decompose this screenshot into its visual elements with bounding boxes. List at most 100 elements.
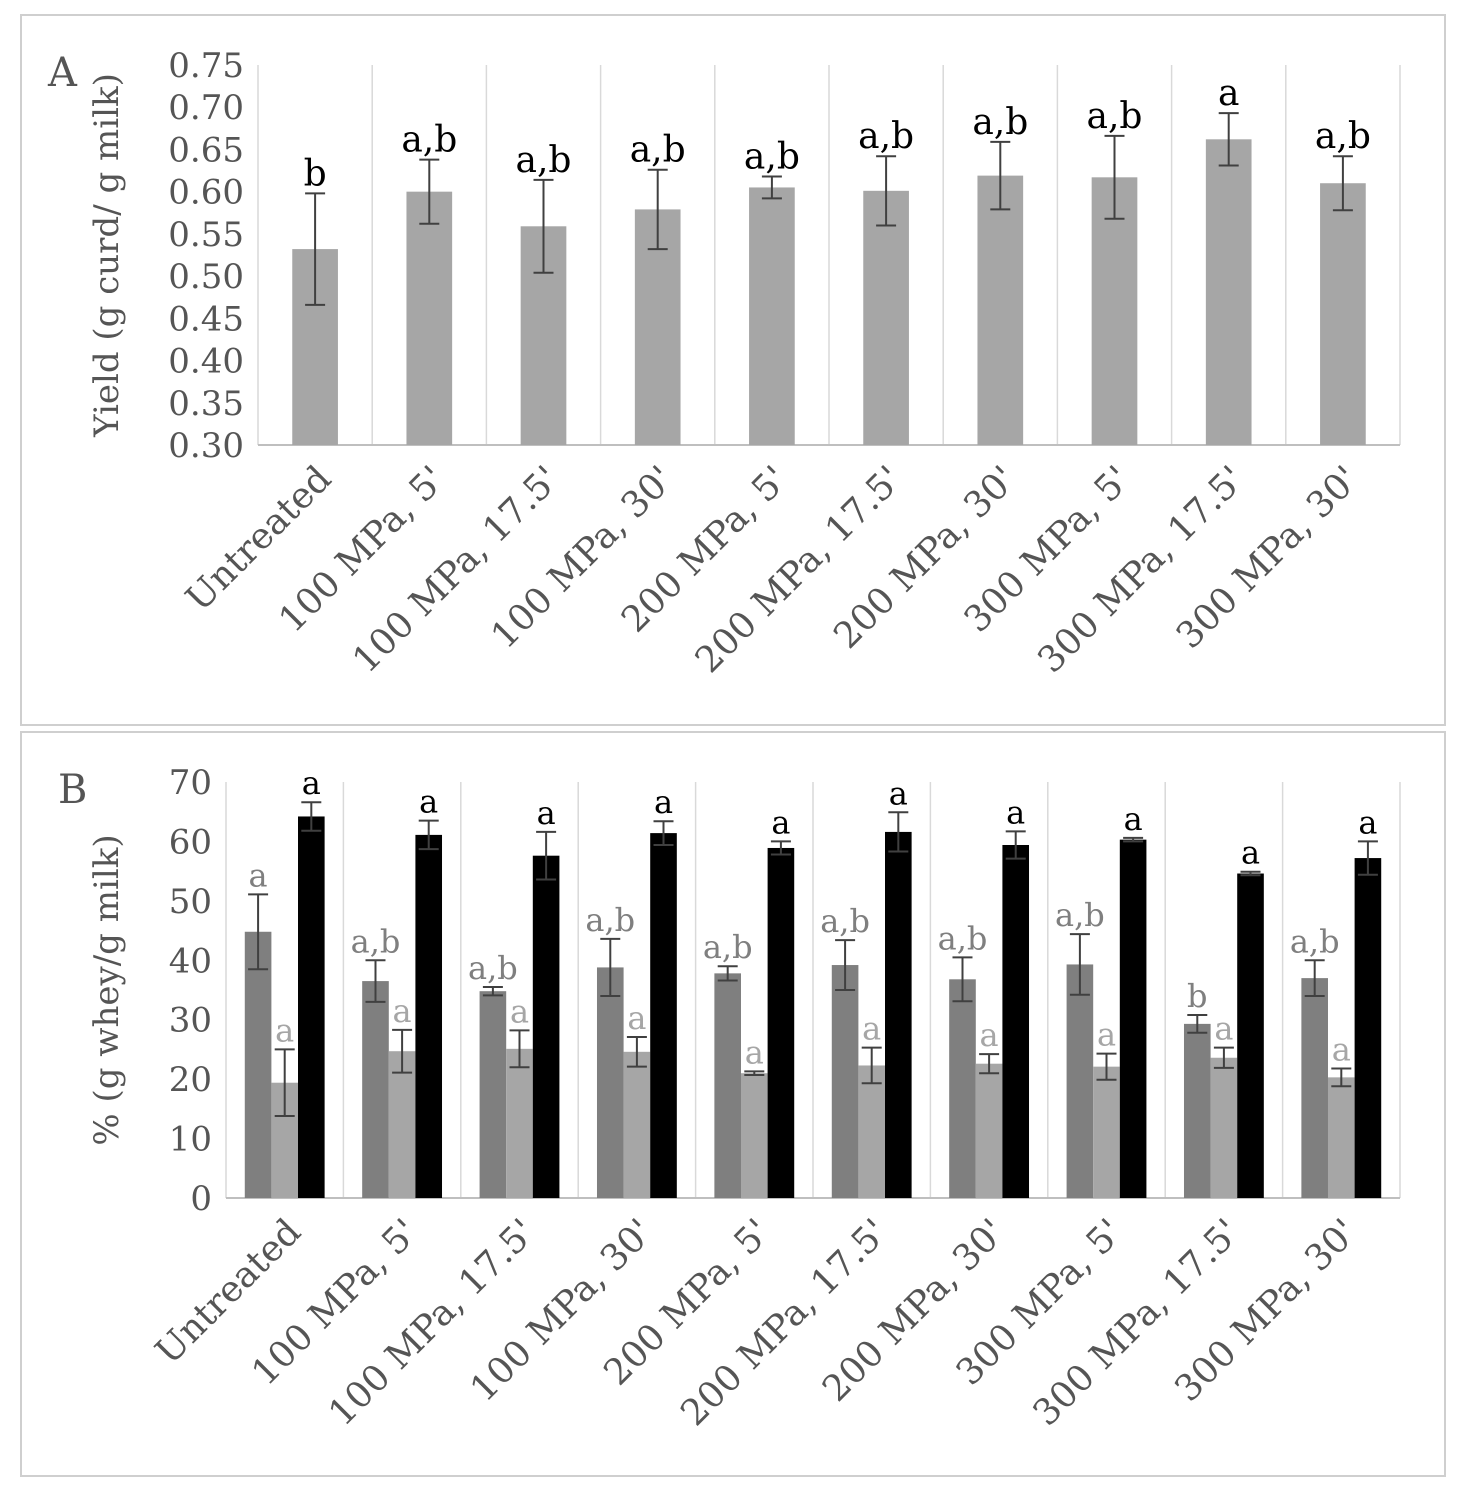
chart-b-bar — [1210, 1057, 1238, 1198]
chart-b-bar — [740, 1073, 768, 1198]
chart-b-bar — [831, 965, 859, 1198]
chart-b-bar — [415, 834, 443, 1198]
chart-panel-a: 0.30 0.35 0.40 0.45 0.50 0.55 0.60 0.65 0.70 0.75… — [20, 14, 1446, 726]
chart-b-panel-letter: B — [58, 767, 87, 813]
chart-a-bar — [977, 175, 1024, 445]
chart-a-bar — [1205, 139, 1252, 446]
chart-b-significance-label: a,b — [1290, 922, 1340, 960]
chart-b-significance-label: a — [980, 1016, 999, 1054]
chart-b-bar — [532, 855, 560, 1198]
chart-b-significance-label: a — [1241, 834, 1260, 872]
chart-a-significance-label: a,b — [630, 130, 686, 171]
chart-a-significance-label: a,b — [401, 120, 457, 161]
chart-b-significance-label: a — [393, 992, 412, 1030]
chart-b-bar — [949, 979, 976, 1198]
chart-b-significance-label: b — [1187, 977, 1207, 1015]
chart-a-y-tick-label: 0.75 — [168, 46, 244, 86]
chart-a-bar — [406, 191, 453, 445]
chart-b-bar — [975, 1063, 1003, 1198]
chart-a-significance-label: a — [1218, 73, 1239, 114]
chart-b-bar — [1301, 978, 1328, 1198]
chart-b-category-label: 200 MPa, 17.5' — [673, 1211, 896, 1434]
chart-b-significance-label: a — [862, 1010, 881, 1048]
chart-b-bar — [1237, 873, 1264, 1198]
chart-a-significance-label: b — [304, 153, 327, 194]
chart-b-bar — [388, 1051, 416, 1198]
chart-b-bar — [1002, 844, 1030, 1198]
chart-b-significance-label: a — [249, 856, 268, 894]
chart-b-bar — [1354, 858, 1382, 1198]
chart-b-bar — [623, 1051, 651, 1198]
chart-b-bar — [298, 816, 325, 1198]
chart-b-bar — [1119, 839, 1147, 1198]
chart-b-y-tick-label: 70 — [169, 763, 212, 803]
chart-a-significance-label: a,b — [516, 140, 572, 181]
chart-a-y-tick-label: 0.65 — [168, 130, 244, 170]
chart-b-y-tick-label: 20 — [169, 1060, 212, 1100]
chart-b-significance-label: a — [1124, 800, 1143, 838]
chart-b-bar — [506, 1048, 533, 1198]
chart-b-bar — [885, 831, 912, 1198]
chart-a-bar — [1091, 177, 1138, 446]
chart-a-significance-label: a,b — [858, 116, 914, 157]
chart-b-y-tick-label: 50 — [169, 882, 212, 922]
chart-a-y-tick-label: 0.45 — [168, 299, 244, 339]
chart-b-svg: 0 10 20 30 40 50 60 70 % (g whey/g milk)Ba a,b a,b… — [58, 763, 1401, 1434]
chart-b-significance-label: a — [302, 764, 321, 802]
chart-a-bar — [749, 187, 795, 445]
chart-a-category-label: 100 MPa, 17.5' — [345, 458, 568, 681]
chart-a-y-tick-label: 0.60 — [168, 173, 244, 213]
chart-b-bar — [1093, 1066, 1120, 1198]
chart-b-bar — [858, 1065, 886, 1198]
chart-b-bar — [650, 833, 677, 1198]
chart-a-y-tick-label: 0.35 — [168, 384, 244, 424]
chart-a-category-label: 200 MPa, 17.5' — [688, 458, 911, 681]
chart-b-significance-label: a — [1214, 1010, 1233, 1048]
chart-a-y-tick-label: 0.30 — [168, 426, 244, 466]
chart-b-significance-label: a,b — [820, 902, 870, 940]
chart-b-significance-label: a — [1358, 803, 1377, 841]
chart-a-significance-label: a,b — [744, 136, 800, 177]
chart-a-svg: 0.300.350.400.450.500.550.600.650.700.75… — [47, 46, 1401, 681]
chart-b-category-label: 100 MPa, 17.5' — [321, 1211, 544, 1434]
chart-a-y-tick-label: 0.70 — [168, 88, 244, 128]
chart-b-significance-label: a — [419, 783, 438, 821]
chart-b-significance-label: a,b — [585, 901, 635, 939]
chart-b-significance-label: a — [537, 794, 556, 832]
chart-b-y-axis-title: % (g whey/g milk) — [87, 834, 127, 1145]
chart-b-significance-label: a,b — [703, 928, 753, 966]
chart-b-bar — [244, 931, 272, 1198]
chart-a-y-tick-label: 0.55 — [168, 215, 244, 255]
chart-b-bar — [479, 991, 507, 1198]
chart-b-significance-label: a — [1332, 1030, 1351, 1068]
chart-b-y-tick-label: 60 — [169, 822, 212, 862]
chart-b-significance-label: a — [654, 783, 673, 821]
chart-b-significance-label: a — [627, 999, 646, 1037]
chart-a-y-axis-title: Yield (g curd/ g milk) — [87, 73, 127, 438]
chart-b-bar — [1327, 1077, 1355, 1198]
chart-b-significance-label: a,b — [938, 919, 988, 957]
chart-b-significance-label: a — [510, 992, 529, 1030]
chart-b-significance-label: a,b — [468, 949, 518, 987]
chart-b-bar — [767, 847, 795, 1198]
chart-b-y-tick-label: 40 — [169, 941, 212, 981]
chart-b-category-label: 300 MPa, 17.5' — [1026, 1211, 1249, 1434]
chart-b-bar — [1066, 964, 1094, 1198]
chart-b-bar — [1183, 1023, 1211, 1198]
chart-a-significance-label: a,b — [972, 102, 1028, 143]
chart-a-y-tick-label: 0.50 — [168, 257, 244, 297]
chart-b-significance-label: a — [889, 774, 908, 812]
chart-b-y-tick-label: 0 — [190, 1179, 212, 1219]
chart-b-y-tick-label: 10 — [169, 1120, 212, 1160]
chart-b-bar — [596, 967, 624, 1198]
chart-b-significance-label: a — [1006, 793, 1025, 831]
chart-b-bar — [362, 981, 389, 1198]
chart-a-y-tick-label: 0.40 — [168, 342, 244, 382]
chart-b-significance-label: a,b — [1055, 896, 1105, 934]
chart-a-significance-label: a,b — [1087, 96, 1143, 137]
chart-a-bar — [863, 190, 909, 445]
chart-a-category-label: 300 MPa, 17.5' — [1030, 458, 1253, 681]
chart-b-significance-label: a — [745, 1033, 764, 1071]
chart-b-significance-label: a — [1097, 1016, 1116, 1054]
